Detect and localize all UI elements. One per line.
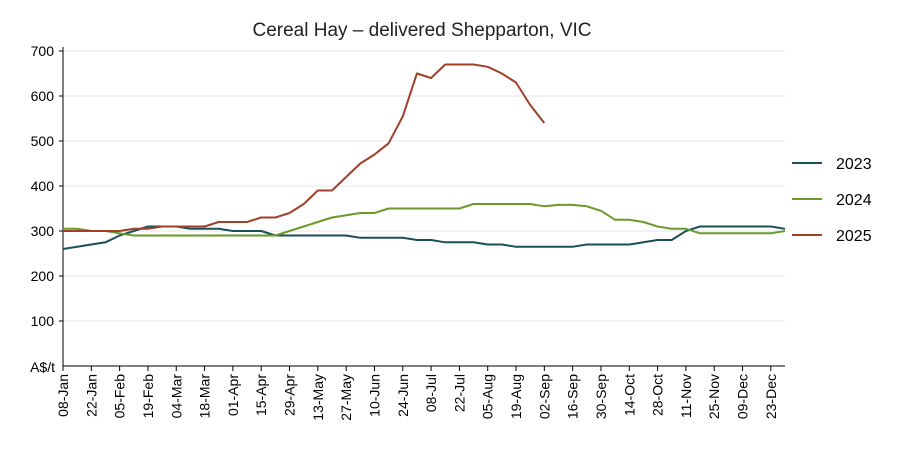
- y-tick-label: 700: [31, 43, 55, 59]
- x-tick-label: 29-Apr: [282, 374, 298, 416]
- x-tick-label: 05-Aug: [480, 374, 496, 419]
- series-line-2025: [63, 63, 546, 232]
- x-tick-label: 24-Jun: [395, 374, 411, 417]
- y-tick-label: 100: [31, 313, 55, 329]
- x-tick-label: 05-Feb: [112, 374, 128, 419]
- x-tick-label: 10-Jun: [366, 374, 382, 417]
- legend-label-2024: 2024: [836, 192, 872, 209]
- series-line-2024: [63, 203, 786, 237]
- x-tick-label: 14-Oct: [621, 374, 637, 416]
- x-tick-label: 19-Aug: [508, 374, 524, 419]
- x-tick-label: 04-Mar: [168, 374, 184, 419]
- x-tick-label: 08-Jan: [55, 374, 71, 417]
- x-tick-label: 22-Jan: [83, 374, 99, 417]
- x-tick-label: 16-Sep: [565, 374, 581, 419]
- x-tick-label: 08-Jul: [423, 374, 439, 412]
- axes: 100 200 300 400 500 600 700 A$/t08-Jan 22-Jan 05-…: [30, 43, 785, 421]
- x-tick-label: 23-Dec: [763, 374, 779, 419]
- x-tick-label: 28-Oct: [650, 374, 666, 416]
- x-tick-label: 09-Dec: [735, 374, 751, 419]
- x-tick-label: 18-Mar: [197, 374, 213, 419]
- x-tick-label: 02-Sep: [536, 374, 552, 419]
- x-tick-label: 19-Feb: [140, 374, 156, 419]
- y-axis-label: A$/t: [30, 359, 55, 375]
- x-tick-label: 25-Nov: [706, 374, 722, 419]
- legend: 2023 2024 2025: [792, 156, 872, 245]
- y-tick-label: 600: [31, 88, 55, 104]
- series-line-2023: [62, 225, 786, 250]
- x-tick-label: 30-Sep: [593, 374, 609, 419]
- x-tick-label: 27-May: [338, 374, 354, 421]
- x-tick-label: 01-Apr: [225, 374, 241, 416]
- x-tick-label: 13-May: [310, 374, 326, 421]
- x-tick-label: 11-Nov: [678, 374, 694, 418]
- y-tick-label: 200: [31, 268, 55, 284]
- x-tick-label: 22-Jul: [451, 374, 467, 412]
- y-tick-label: 400: [31, 178, 55, 194]
- chart-title: Cereal Hay – delivered Shepparton, VIC: [252, 20, 591, 41]
- x-tick-label: 15-Apr: [253, 374, 269, 416]
- gridlines: [63, 50, 785, 322]
- legend-label-2023: 2023: [836, 156, 872, 173]
- legend-label-2025: 2025: [836, 228, 872, 245]
- series-lines: [62, 63, 786, 250]
- y-tick-label: 300: [31, 223, 55, 239]
- y-tick-label: 500: [31, 133, 55, 149]
